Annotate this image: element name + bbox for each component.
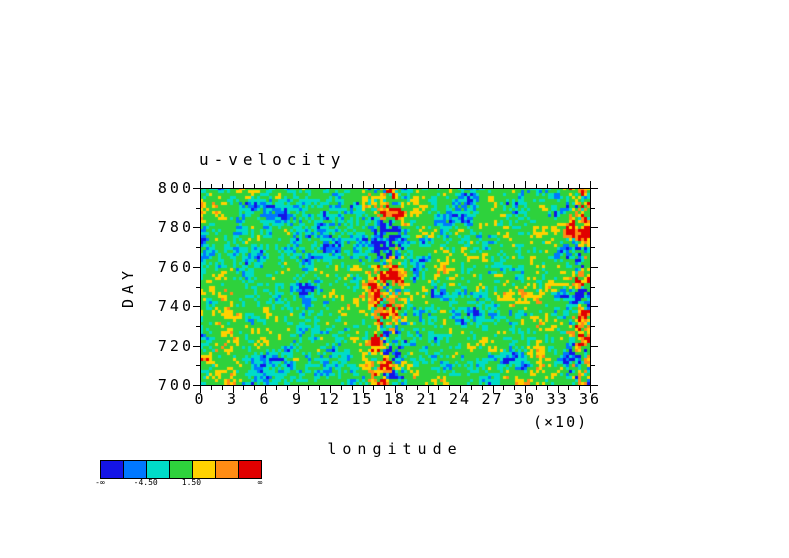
- colorbar-tick-label: -4.50: [133, 478, 158, 487]
- y-tick-label: 760: [157, 257, 194, 276]
- x-tick-label: 15: [351, 390, 374, 408]
- x-axis-label: longitude: [327, 440, 463, 458]
- x-tick-label: 24: [448, 390, 472, 408]
- x-tick-label: 9: [291, 390, 304, 408]
- y-axis-label: DAY: [119, 265, 137, 309]
- colorbar-tick-label: 1.50: [181, 478, 202, 487]
- y-tick-label: 740: [157, 297, 194, 316]
- colorbar-labels: -∞ -4.50 1.50 ∞: [95, 478, 263, 490]
- x-tick-label: 33: [546, 390, 569, 408]
- colorbar: -∞ -4.50 1.50 ∞: [95, 460, 263, 492]
- y-tick-label: 720: [157, 336, 194, 355]
- colorbar-segment: [170, 461, 193, 478]
- colorbar-segment: [147, 461, 170, 478]
- x-scale-note: (×10): [533, 413, 589, 431]
- y-tick-label: 780: [157, 218, 194, 237]
- x-tick-label: 27: [481, 390, 504, 408]
- x-tick-label: 6: [259, 390, 271, 408]
- x-tick-label: 0: [194, 390, 206, 408]
- colorbar-segment: [193, 461, 216, 478]
- colorbar-segments: [100, 460, 262, 479]
- colorbar-tick-label: -∞: [95, 478, 105, 487]
- colorbar-segment: [216, 461, 239, 478]
- heatmap-canvas: [200, 188, 590, 385]
- y-tick-label: 800: [157, 179, 194, 197]
- x-tick-label: 21: [416, 390, 439, 408]
- x-tick-label: 18: [383, 390, 407, 408]
- x-tick-label: 12: [318, 390, 342, 408]
- x-tick-label: 30: [513, 390, 537, 408]
- colorbar-segment: [124, 461, 147, 478]
- y-tick-label: 700: [157, 376, 194, 394]
- colorbar-segment: [239, 461, 261, 478]
- chart-title: u-velocity: [199, 150, 346, 169]
- colorbar-tick-label: ∞: [257, 478, 263, 487]
- x-tick-label: 3: [226, 390, 239, 408]
- colorbar-segment: [101, 461, 124, 478]
- x-tick-label: 36: [578, 390, 602, 408]
